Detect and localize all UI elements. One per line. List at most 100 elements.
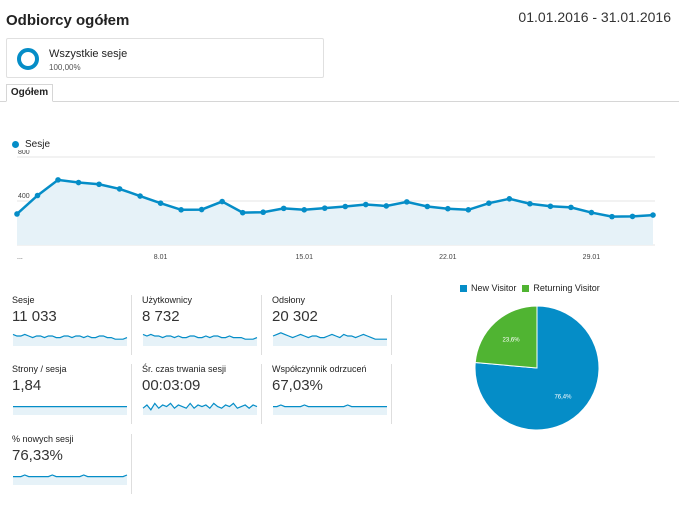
metric-sparkline (273, 404, 387, 415)
metric-value: 11 033 (12, 308, 57, 325)
sessions-point[interactable] (404, 199, 410, 205)
date-range-picker[interactable]: 01.01.2016 - 31.01.2016 (518, 9, 671, 25)
sessions-point[interactable] (383, 203, 390, 209)
pie-data-label: 23,6% (503, 338, 521, 344)
metric-value: 76,33% (12, 447, 63, 464)
sessions-point[interactable] (362, 201, 369, 208)
metric-label: Odsłony (272, 295, 306, 305)
legend-dot-icon (12, 141, 19, 148)
metric-sparkline (142, 402, 258, 415)
metric-label: Współczynnik odrzuceń (272, 364, 367, 374)
metric-sparkline (142, 333, 258, 346)
metric-value: 00:03:09 (142, 377, 201, 394)
metric-card[interactable]: Strony / sesja 1,84 (12, 364, 132, 424)
sessions-point[interactable] (260, 209, 266, 216)
pie-legend-item-new[interactable]: New Visitor (460, 283, 516, 293)
metric-label: Śr. czas trwania sesji (142, 364, 227, 374)
x-tick-label: 8.01 (154, 254, 168, 261)
segment-chip[interactable]: Wszystkie sesje 100,00% (6, 38, 324, 78)
metric-value: 8 732 (142, 308, 180, 325)
metric-label: Strony / sesja (12, 364, 67, 374)
visitor-pie-chart: 76,4% 23,6% (474, 305, 600, 431)
pie-legend-label-new: New Visitor (471, 283, 517, 293)
legend-label: Sesje (25, 139, 51, 150)
metric-card[interactable]: % nowych sesji 76,33% (12, 434, 132, 494)
sessions-point[interactable] (301, 207, 308, 213)
sessions-point[interactable] (629, 213, 636, 220)
sparkline-area (273, 332, 387, 346)
sessions-point[interactable] (547, 203, 554, 210)
tab-overview[interactable]: Ogółem (6, 84, 53, 102)
metric-sparkline (13, 406, 127, 415)
metric-card[interactable]: Sesje 11 033 (12, 295, 132, 355)
sparkline-line (13, 474, 128, 478)
sessions-point[interactable] (609, 213, 615, 220)
sessions-point[interactable] (424, 203, 431, 210)
sessions-point[interactable] (445, 205, 451, 212)
sessions-point[interactable] (486, 200, 492, 206)
x-tick-label: 15.01 (295, 254, 313, 261)
sessions-point[interactable] (342, 203, 349, 210)
metric-sparkline (12, 333, 128, 346)
metric-value: 67,03% (272, 377, 323, 394)
sparkline-area (143, 334, 257, 346)
pie-legend-item-returning[interactable]: Returning Visitor (522, 283, 600, 293)
sessions-point[interactable] (506, 196, 513, 202)
sparkline-line (272, 332, 387, 340)
sessions-point[interactable] (14, 211, 20, 217)
sparkline-area (13, 406, 127, 415)
sessions-point[interactable] (465, 207, 472, 213)
sessions-point[interactable] (75, 179, 82, 186)
sessions-point[interactable] (178, 207, 184, 213)
y-tick-label: 800 (18, 150, 30, 156)
segment-percent: 100,00% (49, 63, 81, 72)
metric-card[interactable]: Śr. czas trwania sesji 00:03:09 (142, 364, 262, 424)
sparkline-line (12, 333, 128, 340)
line-chart-legend[interactable]: Sesje (12, 139, 50, 150)
sessions-line-chart: 800 400... 8.01 15.01 22.01 29.01 (14, 150, 656, 261)
x-tick-label: 29.01 (583, 254, 601, 261)
page-title: Odbiorcy ogółem (6, 12, 130, 29)
sessions-point[interactable] (321, 205, 328, 211)
y-tick-label: 400 (18, 193, 30, 200)
sessions-point[interactable] (137, 193, 143, 199)
metric-card[interactable]: Odsłony 20 302 (272, 295, 392, 355)
sessions-point[interactable] (527, 200, 533, 207)
pie-slice-returning-visitor[interactable] (474, 305, 538, 369)
segment-name: Wszystkie sesje (49, 48, 128, 60)
sparkline-area (13, 334, 127, 346)
sessions-point[interactable] (219, 198, 225, 205)
sparkline-line (273, 404, 387, 408)
returning-visitor-swatch-icon (522, 284, 530, 292)
sessions-point[interactable] (568, 204, 574, 211)
metric-value: 1,84 (12, 377, 42, 394)
sparkline-line (142, 333, 258, 340)
pie-data-label: 76,4% (554, 394, 572, 400)
sessions-point[interactable] (280, 205, 287, 212)
sessions-point[interactable] (588, 209, 595, 216)
tab-bar-divider (0, 101, 679, 102)
metric-card[interactable]: Współczynnik odrzuceń 67,03% (272, 364, 392, 424)
segment-ring-icon (17, 48, 39, 70)
sessions-point[interactable] (157, 200, 164, 206)
sessions-point[interactable] (116, 186, 123, 192)
sparkline-area (143, 403, 257, 415)
metric-card[interactable]: Użytkownicy 8 732 (142, 295, 262, 355)
x-tick-label: 22.01 (439, 254, 457, 261)
new-visitor-swatch-icon (460, 284, 467, 292)
sessions-area (17, 179, 653, 245)
sessions-point[interactable] (34, 192, 41, 199)
sessions-point[interactable] (55, 177, 61, 183)
sessions-point[interactable] (96, 181, 102, 188)
sessions-point[interactable] (198, 206, 205, 213)
metric-label: Użytkownicy (142, 295, 193, 305)
sessions-line (16, 178, 654, 218)
sparkline-area (13, 475, 127, 485)
metric-label: Sesje (12, 295, 35, 305)
metric-label: % nowych sesji (12, 434, 74, 444)
x-tick-label: ... (17, 254, 23, 261)
pie-legend: New Visitor Returning Visitor (460, 283, 606, 293)
sessions-point[interactable] (239, 209, 246, 216)
sparkline-line (142, 402, 258, 411)
sessions-point[interactable] (650, 212, 656, 218)
